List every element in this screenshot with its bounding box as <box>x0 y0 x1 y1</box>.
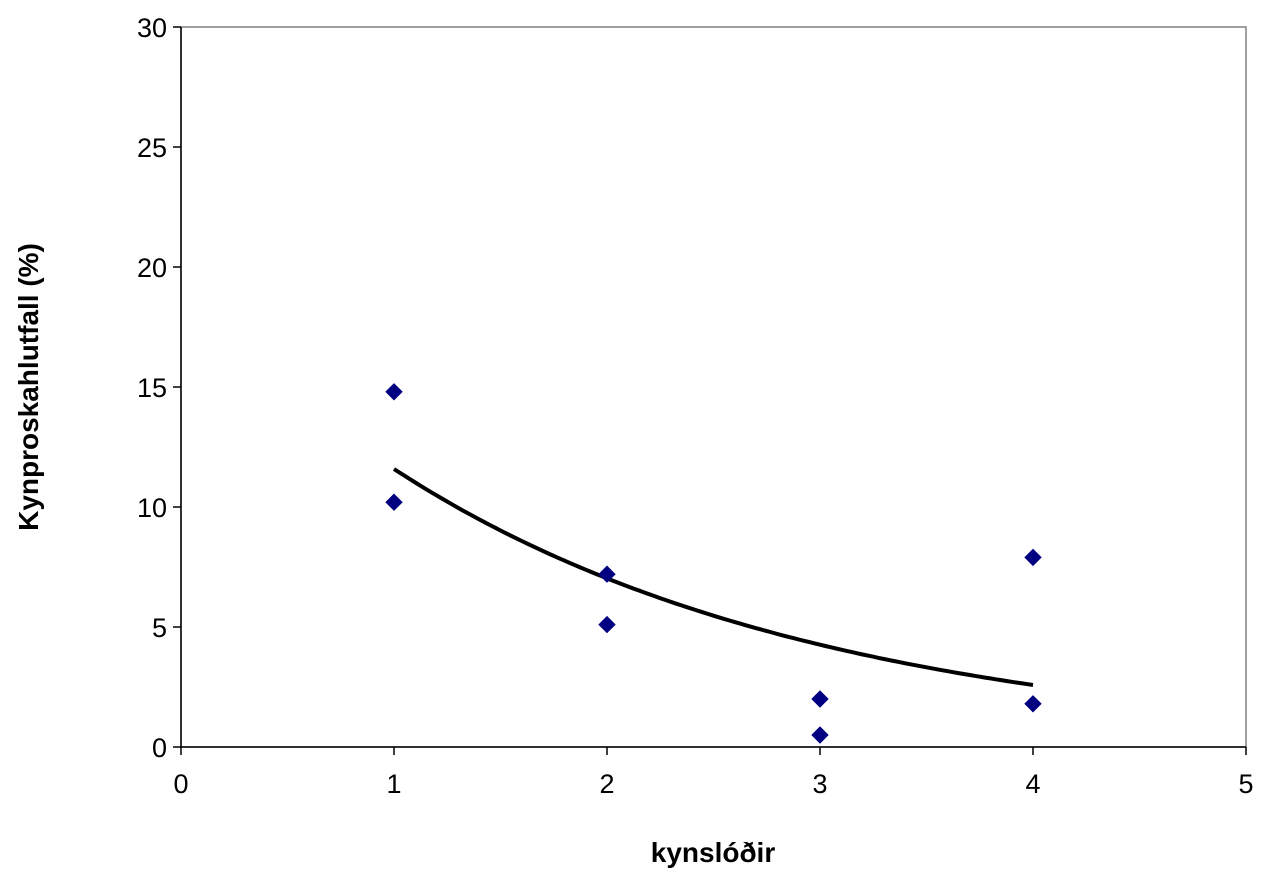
x-axis: 0 1 2 3 4 5 <box>173 746 1254 799</box>
x-tick-label: 1 <box>386 769 401 799</box>
data-point <box>1024 548 1042 567</box>
x-tick-label: 3 <box>812 769 827 799</box>
x-tick-label: 4 <box>1025 769 1040 799</box>
data-points <box>385 383 1042 744</box>
data-point <box>385 383 403 401</box>
data-point <box>811 726 829 744</box>
y-axis: 0 5 10 15 20 25 30 <box>137 13 182 763</box>
trendline <box>392 467 1034 687</box>
plot-area <box>180 26 1247 748</box>
x-tick-label: 0 <box>173 769 188 799</box>
x-axis-title: kynslóðir <box>651 837 776 868</box>
data-point <box>598 615 616 634</box>
data-point <box>1024 695 1042 713</box>
y-tick-label: 0 <box>152 733 167 763</box>
y-tick-label: 25 <box>137 133 167 163</box>
x-tick-label: 5 <box>1238 769 1253 799</box>
y-tick-label: 5 <box>152 613 167 643</box>
data-point <box>811 690 829 708</box>
y-tick-label: 20 <box>137 253 167 283</box>
y-tick-label: 10 <box>137 493 167 523</box>
data-point <box>385 493 403 511</box>
y-tick-label: 15 <box>137 373 167 403</box>
x-tick-label: 2 <box>599 769 614 799</box>
data-point <box>598 565 616 583</box>
y-tick-label: 30 <box>137 13 167 43</box>
y-axis-title: Kynproskahlutfall (%) <box>13 243 44 531</box>
